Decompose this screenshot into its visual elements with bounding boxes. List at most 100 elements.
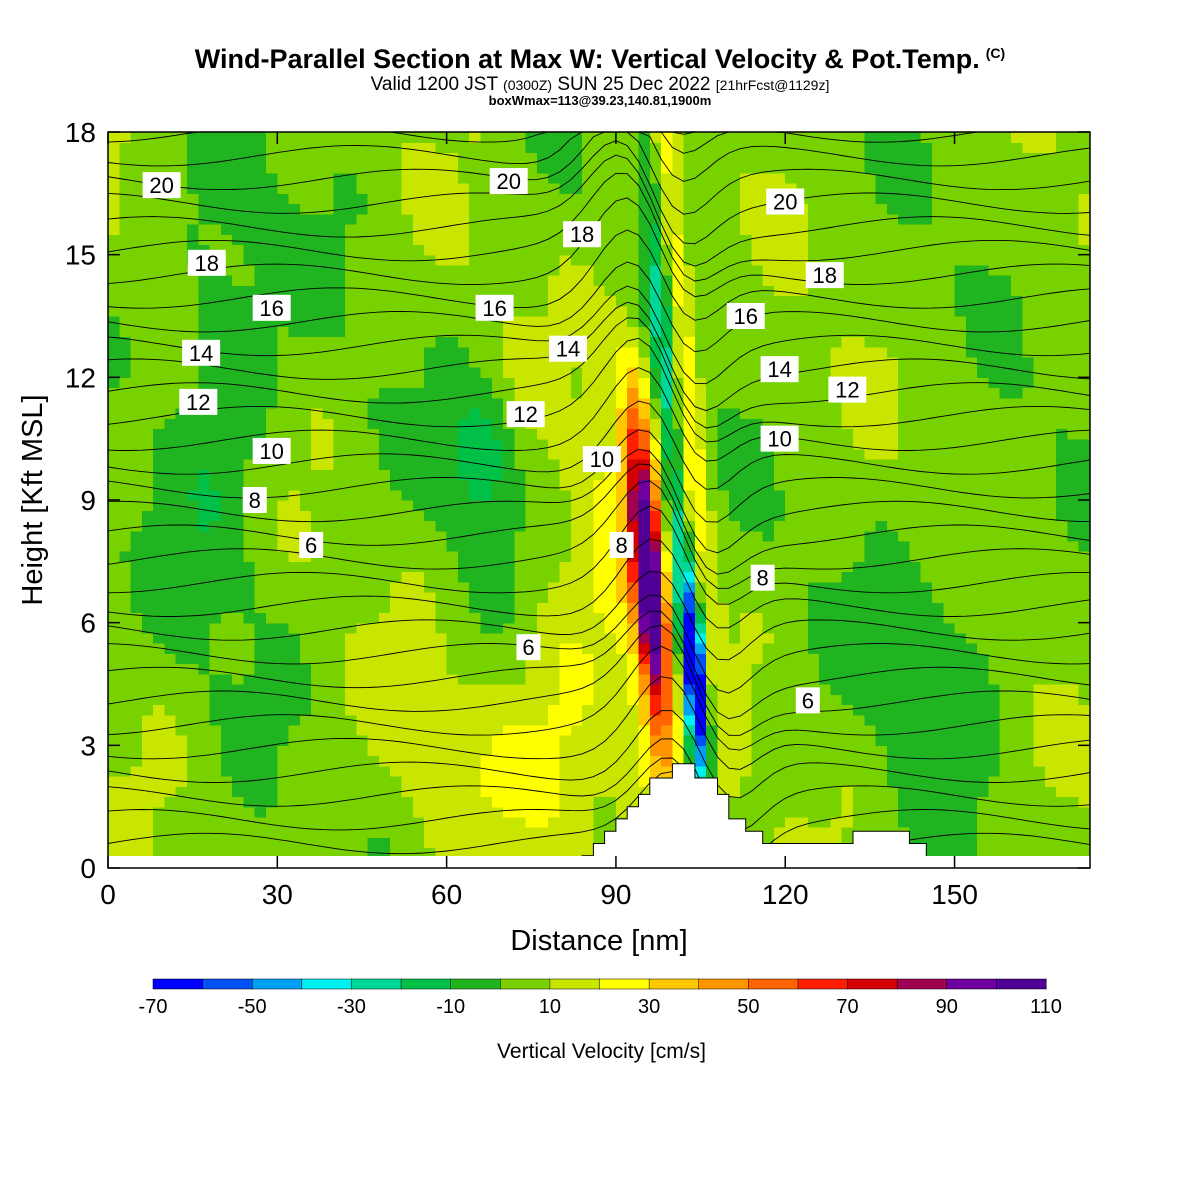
velocity-cell (582, 336, 594, 348)
velocity-cell (796, 326, 809, 338)
velocity-cell (457, 448, 470, 460)
velocity-cell (356, 551, 369, 562)
velocity-cell (570, 500, 583, 511)
velocity-cell (559, 316, 572, 327)
velocity-cell (209, 428, 222, 440)
velocity-cell (333, 295, 346, 307)
chart-title: Wind-Parallel Section at Max W: Vertical… (194, 44, 1006, 74)
velocity-cell (446, 152, 459, 164)
velocity-cell (141, 356, 154, 368)
velocity-cell (875, 602, 888, 614)
velocity-cell (108, 510, 120, 522)
velocity-cell (728, 561, 741, 573)
velocity-cell (525, 735, 538, 746)
velocity-cell (807, 489, 820, 501)
velocity-cell (593, 837, 606, 849)
velocity-cell (503, 254, 515, 266)
velocity-cell (852, 479, 865, 491)
velocity-cell (728, 469, 741, 481)
velocity-cell (367, 551, 380, 562)
velocity-cell (785, 530, 798, 542)
velocity-cell (728, 264, 741, 276)
velocity-cell (209, 224, 222, 235)
velocity-cell (491, 336, 504, 348)
velocity-cell (694, 132, 707, 143)
velocity-cell (457, 438, 470, 450)
velocity-cell (457, 632, 470, 644)
velocity-cell (187, 622, 199, 634)
velocity-cell (175, 459, 188, 470)
velocity-cell (108, 735, 120, 746)
velocity-cell (108, 428, 120, 440)
velocity-cell (638, 632, 651, 644)
velocity-cell (220, 183, 233, 194)
velocity-cell (401, 479, 414, 491)
velocity-cell (164, 367, 177, 378)
velocity-cell (762, 632, 775, 644)
velocity-cell (728, 653, 741, 665)
velocity-cell (164, 755, 177, 767)
velocity-cell (480, 776, 493, 787)
velocity-cell (864, 735, 877, 746)
velocity-cell (311, 479, 324, 491)
velocity-cell (469, 489, 482, 501)
velocity-cell (615, 714, 628, 726)
velocity-cell (469, 786, 482, 798)
velocity-cell (243, 316, 256, 327)
velocity-cell (503, 387, 515, 399)
velocity-cell (514, 438, 527, 450)
velocity-cell (570, 316, 583, 327)
velocity-cell (807, 612, 820, 624)
velocity-cell (875, 592, 888, 603)
velocity-cell (694, 418, 707, 430)
velocity-cell (243, 581, 256, 593)
velocity-cell (187, 837, 199, 849)
velocity-cell (424, 796, 436, 808)
velocity-cell (311, 755, 324, 767)
velocity-cell (254, 183, 267, 194)
velocity-cell (762, 551, 775, 562)
velocity-cell (220, 724, 233, 736)
velocity-cell (762, 152, 775, 164)
velocity-cell (412, 448, 425, 460)
velocity-cell (875, 418, 888, 430)
velocity-cell (559, 326, 572, 338)
velocity-cell (536, 673, 549, 685)
velocity-cell (401, 377, 414, 389)
velocity-cell (536, 224, 549, 235)
velocity-cell (288, 735, 301, 746)
velocity-cell (593, 755, 606, 767)
velocity-cell (875, 765, 888, 777)
velocity-cell (536, 837, 549, 849)
velocity-cell (322, 724, 335, 736)
velocity-cell (367, 571, 380, 583)
velocity-cell (141, 735, 154, 746)
velocity-cell (345, 500, 357, 511)
velocity-cell (852, 408, 865, 419)
velocity-cell (762, 816, 775, 828)
velocity-cell (435, 786, 448, 798)
velocity-cell (254, 796, 267, 808)
velocity-cell (807, 305, 820, 317)
velocity-cell (220, 285, 233, 297)
velocity-cell (852, 234, 865, 246)
velocity-cell (875, 183, 888, 194)
velocity-cell (536, 704, 549, 716)
velocity-cell (683, 520, 696, 532)
velocity-cell (864, 203, 877, 215)
velocity-cell (378, 418, 391, 430)
velocity-cell (220, 152, 233, 164)
velocity-cell (311, 438, 324, 450)
velocity-cell (593, 551, 606, 562)
velocity-cell (819, 581, 831, 593)
velocity-cell (864, 193, 877, 205)
velocity-cell (875, 285, 888, 297)
velocity-cell (649, 356, 662, 368)
velocity-cell (412, 418, 425, 430)
velocity-cell (108, 592, 120, 603)
velocity-cell (130, 264, 143, 276)
velocity-cell (412, 561, 425, 573)
velocity-cell (435, 336, 448, 348)
velocity-cell (198, 622, 211, 634)
velocity-cell (469, 714, 482, 726)
